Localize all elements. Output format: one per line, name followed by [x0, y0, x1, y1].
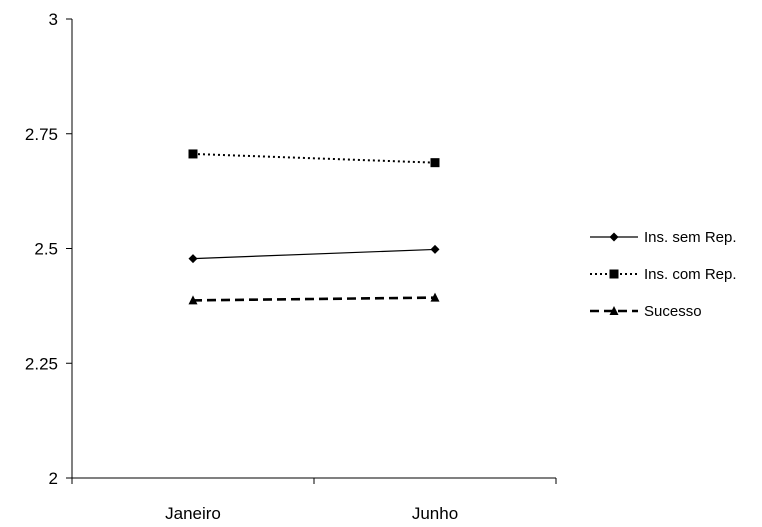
- legend-marker: [609, 306, 619, 315]
- y-tick-label: 3: [49, 10, 58, 29]
- legend-marker: [609, 269, 619, 279]
- series-line: [192, 248, 436, 260]
- data-point: [188, 254, 198, 264]
- series-1: [188, 149, 440, 168]
- data-point: [188, 295, 198, 305]
- axes: 2 2.25 2.5 2.75 3 Janeiro Junho: [25, 10, 557, 523]
- series-2: [188, 292, 440, 305]
- data-point: [188, 149, 198, 159]
- legend-item: Ins. com Rep.: [590, 266, 737, 283]
- legend-item: Ins. sem Rep.: [590, 229, 737, 246]
- series-line: [192, 296, 436, 302]
- series-0: [188, 244, 440, 264]
- legend: Ins. sem Rep. Ins. com Rep. Sucesso: [590, 229, 737, 320]
- legend-marker: [609, 232, 619, 242]
- x-tick-label: Junho: [412, 504, 458, 523]
- y-tick-label: 2: [49, 469, 58, 488]
- legend-label: Ins. com Rep.: [644, 266, 737, 283]
- series-line: [192, 152, 436, 164]
- data-point: [430, 292, 440, 302]
- y-tick-label: 2.25: [25, 354, 58, 373]
- legend-label: Ins. sem Rep.: [644, 229, 737, 246]
- plot-area: [188, 149, 440, 305]
- legend-item: Sucesso: [590, 303, 702, 320]
- y-tick-label: 2.5: [34, 240, 58, 259]
- data-point: [430, 244, 440, 254]
- legend-label: Sucesso: [644, 303, 702, 320]
- x-tick-label: Janeiro: [165, 504, 221, 523]
- y-tick-label: 2.75: [25, 125, 58, 144]
- data-point: [430, 158, 440, 168]
